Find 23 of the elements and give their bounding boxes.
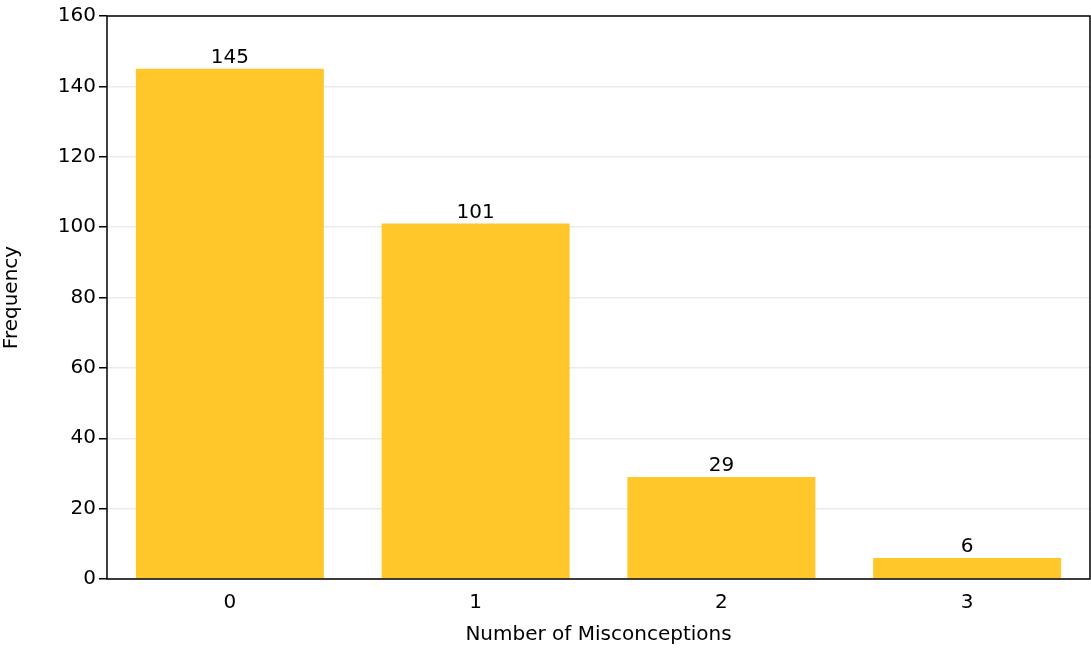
bar (627, 476, 816, 579)
x-tick-label: 3 (960, 589, 974, 614)
y-tick-label: 100 (57, 213, 96, 238)
bar (873, 557, 1062, 579)
data-label: 29 (708, 452, 735, 477)
y-tick-label: 0 (83, 565, 96, 590)
y-tick-label: 20 (70, 494, 96, 519)
y-tick-label: 120 (57, 142, 96, 167)
y-tick-label: 160 (57, 2, 96, 27)
bar (135, 68, 324, 579)
y-tick-label: 80 (70, 283, 96, 308)
x-tick-label: 2 (715, 589, 728, 614)
bar (381, 223, 570, 579)
data-label: 101 (456, 198, 495, 223)
y-tick-label: 40 (70, 424, 96, 449)
x-tick-label: 0 (223, 589, 237, 614)
data-label: 6 (960, 533, 974, 558)
x-axis-title: Number of Misconceptions (465, 621, 732, 646)
x-tick-label: 1 (469, 589, 482, 614)
y-tick-label: 60 (70, 354, 96, 379)
y-axis-title: Frequency (0, 245, 23, 350)
data-label: 145 (210, 43, 249, 68)
y-tick-label: 140 (57, 72, 96, 97)
